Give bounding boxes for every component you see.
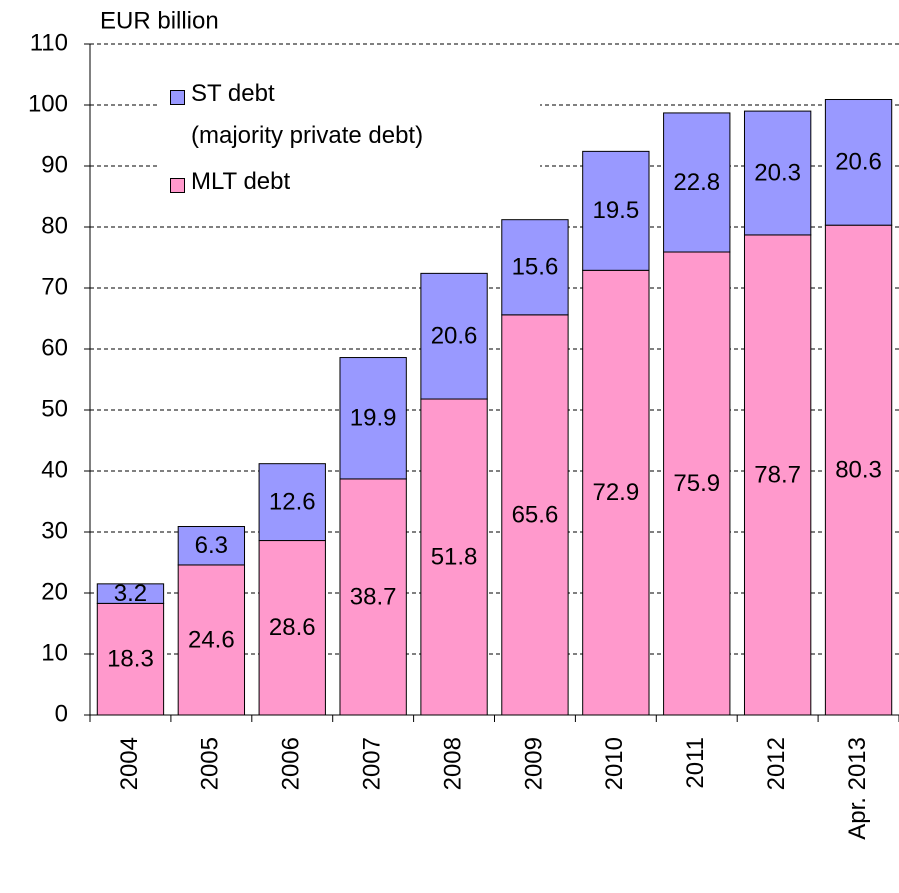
x-tick-label: 2005 [197, 737, 224, 790]
bar-segment [501, 219, 569, 316]
bar-segment [420, 272, 488, 400]
axis-title: EUR billion [100, 7, 219, 34]
x-tick-label: 2009 [520, 737, 547, 790]
value-label: 3.2 [114, 580, 147, 607]
y-tick-label: 50 [41, 395, 68, 422]
value-label: 20.3 [754, 159, 801, 186]
bar-segment [96, 583, 165, 604]
y-tick-label: 10 [41, 639, 68, 666]
value-label: 38.7 [350, 583, 397, 610]
bar-segment [663, 112, 731, 253]
bar-segment [824, 224, 893, 716]
bar-segment [258, 463, 326, 542]
bar-segment [420, 398, 488, 716]
y-tick-label: 110 [30, 29, 68, 56]
value-label: 24.6 [188, 626, 235, 653]
legend-label: MLT debt [191, 168, 291, 195]
value-label: 19.5 [592, 197, 639, 224]
x-tick-label: 2007 [358, 737, 385, 790]
value-label: 6.3 [195, 532, 228, 559]
x-tick-label: 2012 [763, 737, 790, 790]
y-tick-label: 30 [41, 517, 68, 544]
label-bg [96, 6, 266, 38]
y-tick-label: 0 [55, 700, 68, 727]
y-tick-label: 40 [41, 456, 68, 483]
x-tick-label: 2008 [439, 737, 466, 790]
legend: ST debt (majority private debt) MLT debt [160, 72, 540, 204]
bar-segment [582, 150, 650, 271]
legend-label: ST debt (majority private debt) [191, 80, 424, 149]
value-label: 78.7 [754, 461, 801, 488]
value-label: 51.8 [431, 543, 478, 570]
x-tick-label: Apr. 2013 [844, 737, 871, 840]
value-label: 72.9 [592, 479, 639, 506]
y-tick-label: 60 [41, 334, 68, 361]
legend-swatch [170, 90, 185, 105]
y-tick-label: 80 [41, 212, 68, 239]
value-label: 75.9 [673, 470, 720, 497]
y-tick-label: 20 [41, 578, 68, 605]
value-label: 22.8 [673, 169, 720, 196]
bar-segment [258, 540, 326, 716]
bar-segment [582, 269, 650, 716]
value-label: 65.6 [512, 501, 559, 528]
legend-swatch [170, 178, 185, 193]
value-label: 18.3 [107, 646, 154, 673]
y-tick-label: 90 [41, 151, 68, 178]
value-label: 20.6 [835, 149, 882, 176]
value-label: 80.3 [835, 456, 882, 483]
x-tick-label: 2004 [116, 737, 143, 790]
bar-segment [339, 478, 407, 716]
value-label: 12.6 [269, 488, 316, 515]
value-label: 20.6 [431, 323, 478, 350]
bar-segment [177, 526, 246, 566]
y-tick-label: 70 [41, 273, 68, 300]
x-tick-label: 2011 [682, 737, 709, 789]
legend-entry: MLT debt [170, 168, 290, 203]
bar-segment [743, 234, 812, 716]
bar-segment [501, 314, 569, 716]
y-tick-label: 100 [28, 90, 68, 117]
legend-entry: ST debt (majority private debt) [170, 80, 423, 157]
value-label: 15.6 [512, 254, 559, 281]
x-tick-label: 2010 [601, 737, 628, 790]
x-tick-label: 2006 [278, 737, 305, 790]
bar-segment [663, 251, 731, 716]
value-label: 28.6 [269, 614, 316, 641]
bar-segment [743, 110, 812, 236]
bar-segment [339, 357, 407, 480]
value-label: 19.9 [350, 405, 397, 432]
bar-segment [824, 99, 893, 226]
